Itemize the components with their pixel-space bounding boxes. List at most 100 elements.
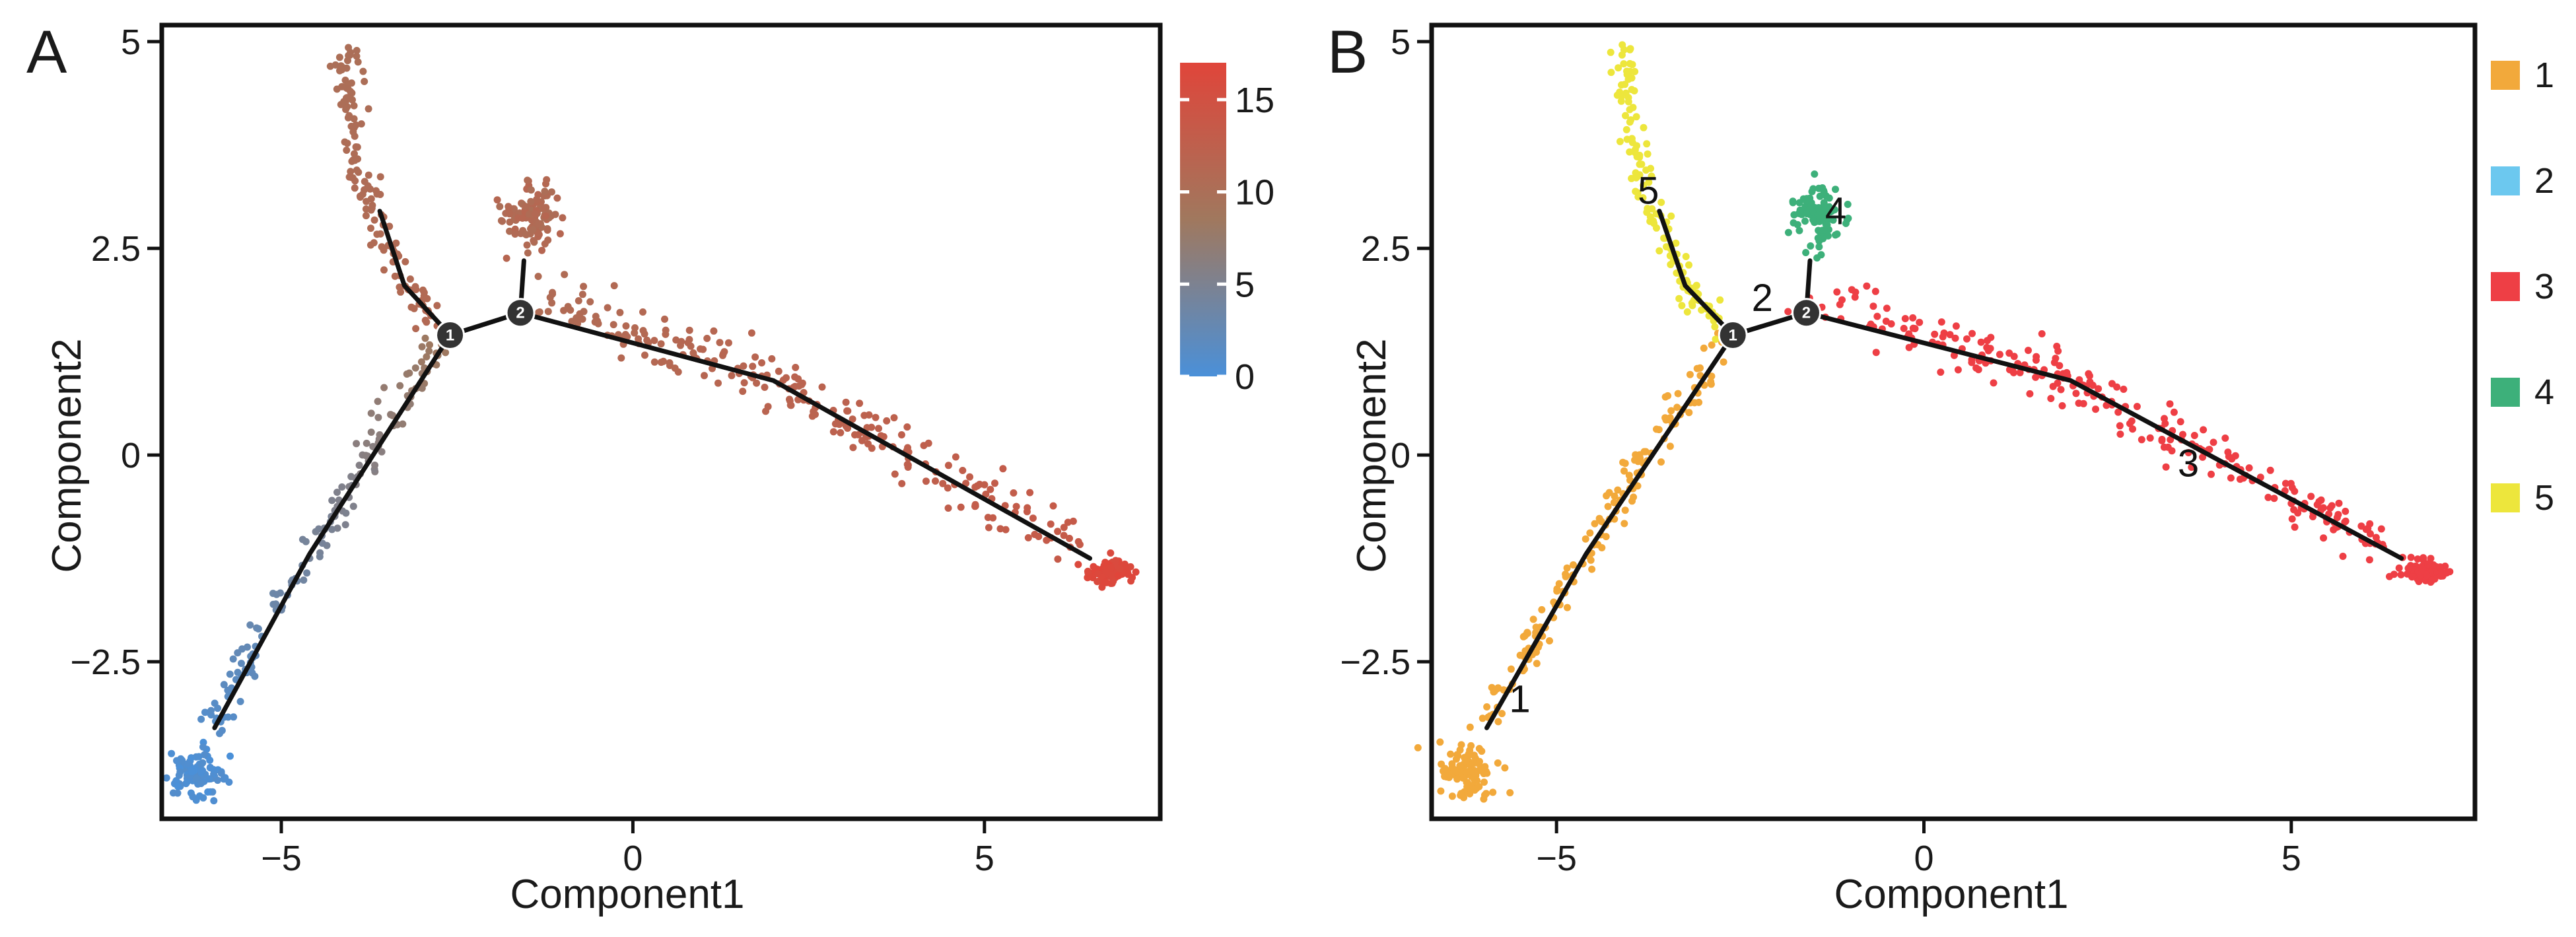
cell-point: [1939, 333, 1947, 341]
cell-point: [1607, 48, 1615, 56]
cell-point: [1639, 194, 1647, 201]
cell-point: [2294, 509, 2302, 517]
cell-point: [1043, 536, 1051, 544]
cell-point: [1582, 535, 1589, 543]
cell-point: [351, 150, 358, 158]
cell-point: [423, 318, 431, 326]
cell-point: [1807, 242, 1815, 250]
cell-point: [206, 756, 214, 764]
cell-point: [639, 327, 647, 335]
cell-point: [2184, 449, 2192, 456]
cell-point: [1084, 567, 1092, 575]
cell-point: [174, 789, 182, 797]
cell-point: [856, 399, 864, 407]
cell-point: [359, 67, 367, 75]
cell-point: [904, 461, 912, 469]
cell-point: [331, 61, 339, 69]
cell-point: [199, 794, 207, 802]
cell-point: [2188, 464, 2196, 471]
cell-point: [604, 304, 611, 312]
cell-point: [535, 220, 543, 228]
cell-point: [371, 462, 379, 469]
cell-point: [1643, 140, 1651, 148]
cell-point: [1480, 770, 1488, 777]
cell-point: [214, 705, 222, 712]
cell-point: [944, 462, 952, 469]
cell-point: [650, 358, 658, 366]
cell-point: [1871, 287, 1879, 295]
cell-point: [1564, 604, 1571, 611]
cell-point: [2199, 453, 2206, 461]
cell-point: [1475, 745, 1483, 753]
cell-point: [333, 489, 341, 496]
cell-point: [922, 477, 930, 485]
cell-point: [1473, 784, 1480, 792]
cell-point: [944, 484, 952, 492]
cell-point: [351, 156, 359, 164]
cell-point: [1688, 299, 1696, 307]
branch-node: [1791, 298, 1821, 328]
cell-point: [1463, 779, 1471, 786]
cell-point: [168, 749, 176, 757]
cell-point: [2054, 379, 2062, 387]
cell-point: [1610, 499, 1618, 506]
cell-point: [1066, 534, 1073, 542]
cell-point: [2372, 534, 2380, 541]
cell-point: [2437, 563, 2444, 571]
cell-point: [2079, 399, 2087, 407]
cell-point: [2092, 405, 2099, 413]
cell-point: [2236, 475, 2244, 483]
cell-point: [1648, 172, 1655, 180]
panel-label-b: B: [1327, 18, 1368, 86]
cell-point: [891, 470, 899, 478]
cell-point: [1124, 571, 1132, 578]
cell-point: [1459, 774, 1467, 782]
cell-point: [999, 465, 1007, 473]
cell-point: [499, 217, 506, 225]
cell-point: [2114, 408, 2122, 416]
cell-point: [1815, 243, 1823, 251]
cell-point: [1108, 579, 1116, 587]
cell-point: [2058, 402, 2066, 409]
cell-point: [359, 190, 366, 198]
cell-point: [1506, 789, 1514, 796]
cell-point: [2128, 417, 2136, 425]
cell-point: [380, 384, 388, 392]
cell-point: [511, 230, 519, 238]
cell-point: [662, 326, 670, 334]
cell-point: [1784, 308, 1792, 316]
cell-point: [1820, 199, 1828, 207]
cell-point: [1570, 561, 1577, 569]
cell-point: [234, 668, 242, 676]
y-tick-label: −2.5: [1340, 642, 1410, 682]
cell-point: [1622, 125, 1630, 133]
cell-point: [1538, 606, 1546, 613]
cell-point: [342, 106, 350, 114]
cell-point: [1996, 351, 2003, 359]
cell-point: [724, 339, 732, 347]
colorbar-tick-label: 0: [1235, 357, 1255, 397]
cell-point: [225, 713, 232, 721]
cell-point: [1090, 563, 1097, 571]
cell-point: [1060, 532, 1068, 539]
cell-point: [2176, 418, 2184, 426]
cell-point: [368, 204, 376, 212]
cell-point: [401, 258, 409, 265]
cell-point: [229, 655, 237, 663]
legend-label: 2: [2534, 161, 2554, 201]
legend-b: 1 2 3 4 5: [2491, 55, 2554, 518]
cell-point: [374, 398, 382, 405]
cell-point: [503, 254, 510, 262]
cell-point: [580, 283, 588, 291]
cell-point: [991, 479, 998, 487]
cell-point: [1685, 261, 1692, 269]
cell-point: [1807, 201, 1815, 209]
cell-point: [353, 440, 361, 448]
cell-point: [201, 751, 208, 759]
cell-point: [2133, 403, 2141, 411]
colorbar-tick-label: 10: [1235, 173, 1274, 213]
cell-point: [1607, 69, 1615, 77]
cell-point: [1685, 409, 1693, 417]
cell-point: [1630, 493, 1638, 501]
cell-point: [1638, 160, 1646, 168]
